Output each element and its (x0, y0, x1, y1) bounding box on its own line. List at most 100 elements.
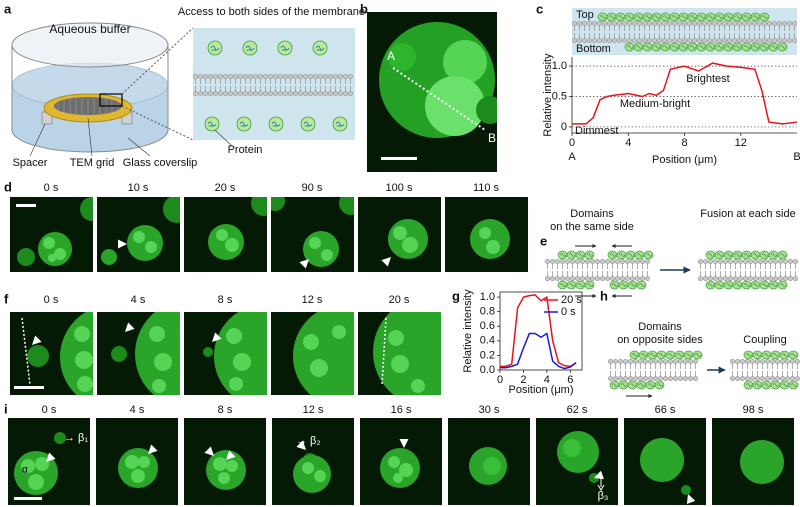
lipid-head (667, 358, 674, 365)
lipid-head (776, 20, 783, 27)
lipid-head (711, 37, 718, 44)
protein (616, 250, 627, 260)
lipid-head (747, 275, 754, 282)
protein-coil (754, 383, 762, 387)
label: Domains (638, 321, 682, 333)
vesicle (21, 459, 35, 473)
lipid-head (637, 375, 644, 382)
panel-letter: g (452, 288, 460, 303)
lipid-head (701, 20, 708, 27)
protein (651, 12, 662, 22)
vesicle (127, 225, 163, 261)
lipid-head (257, 90, 264, 97)
protein (629, 350, 640, 360)
protein-coil (676, 353, 684, 357)
vesicle (225, 238, 239, 252)
time-label: 12 s (303, 404, 324, 416)
protein (788, 350, 799, 360)
lipid-head (569, 258, 576, 265)
time-label: 10 s (128, 182, 149, 194)
lipid-head (197, 90, 204, 97)
lipid-head (742, 275, 749, 282)
lipid-head (302, 73, 309, 80)
lipid-head (629, 275, 636, 282)
protein-coil (725, 15, 733, 19)
protein-coil (734, 253, 742, 257)
lipid-head (632, 358, 639, 365)
x-axis-label: Position (μm) (508, 384, 573, 396)
protein-coil (239, 121, 249, 128)
vesicle (125, 455, 139, 469)
data-line (572, 62, 798, 125)
vesicle (388, 456, 400, 468)
protein (638, 350, 649, 360)
protein-coil (586, 253, 594, 257)
lipid-head (616, 37, 623, 44)
protein (777, 42, 788, 52)
lipid-head (549, 275, 556, 282)
label: Aqueous buffer (49, 22, 130, 36)
protein (732, 42, 743, 52)
lipid-head (789, 375, 796, 382)
protein (656, 350, 667, 360)
lipid-head (767, 275, 774, 282)
leader (127, 137, 151, 157)
protein (557, 280, 568, 290)
lipid-head (771, 20, 778, 27)
lipid-head (622, 358, 629, 365)
lipid-head (722, 258, 729, 265)
micrograph (358, 312, 441, 395)
lipid-head (762, 258, 769, 265)
lipid-head (584, 258, 591, 265)
lipid-head (769, 358, 776, 365)
lipid-head (641, 20, 648, 27)
protein (759, 250, 770, 260)
protein-coil (680, 45, 688, 49)
lipid-head (247, 73, 254, 80)
protein-coil (743, 253, 751, 257)
protein (714, 280, 725, 290)
label: Fusion at each side (700, 208, 795, 220)
protein-coil (752, 15, 760, 19)
lipid-head (614, 258, 621, 265)
lipid-head (792, 258, 799, 265)
vesicle (226, 460, 238, 472)
lipid-head (657, 375, 664, 382)
protein-coil (743, 45, 751, 49)
lipid-head (596, 20, 603, 27)
vesicle (740, 440, 784, 484)
y-tick-label: 0.8 (480, 306, 495, 318)
lipid-head (569, 275, 576, 282)
protein-coil (772, 353, 780, 357)
vesicle (310, 359, 328, 377)
annotation: Medium-bright (620, 98, 690, 110)
protein-coil (671, 15, 679, 19)
lipid-head (242, 90, 249, 97)
lipid-head (727, 258, 734, 265)
label: Glass coverslip (123, 157, 198, 169)
lipid-head (347, 73, 354, 80)
arrowhead (686, 494, 696, 504)
vesicle (27, 345, 49, 367)
protein (741, 12, 752, 22)
lipid-head (544, 258, 551, 265)
lipid-head (579, 275, 586, 282)
lipid-head (752, 258, 759, 265)
lipid-head (792, 275, 799, 282)
lipid-head (707, 258, 714, 265)
lipid-head (217, 90, 224, 97)
lipid-head (757, 258, 764, 265)
lipid-head (606, 37, 613, 44)
lipid-head (257, 73, 264, 80)
lipid-head (672, 358, 679, 365)
vesicle (479, 227, 491, 239)
lipid-head (671, 20, 678, 27)
time-label: 100 s (386, 182, 413, 194)
lipid-head (282, 73, 289, 80)
lipid-head (751, 20, 758, 27)
protein-coil (631, 353, 639, 357)
lipid-head (661, 20, 668, 27)
lipid-head (761, 37, 768, 44)
lipid-head (696, 37, 703, 44)
protein-coil (761, 15, 769, 19)
